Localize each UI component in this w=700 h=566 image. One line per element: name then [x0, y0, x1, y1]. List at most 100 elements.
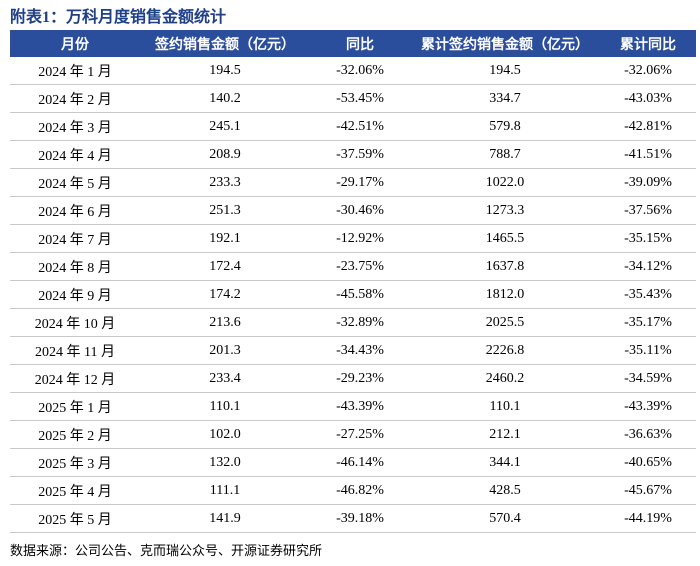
table-row: 2024 年 9 月 174.2 -45.58% 1812.0 -35.43% — [10, 280, 696, 309]
table-cell: -34.43% — [310, 336, 410, 365]
header-cell: 同比 — [310, 30, 410, 57]
table-cell: -12.92% — [310, 224, 410, 253]
table-cell: 428.5 — [410, 476, 600, 505]
table-cell: 111.1 — [140, 476, 310, 505]
table-cell: 1637.8 — [410, 252, 600, 281]
table-cell: 2024 年 1 月 — [10, 57, 140, 85]
table-row: 2024 年 12 月 233.4 -29.23% 2460.2 -34.59% — [10, 364, 696, 393]
table-cell: 344.1 — [410, 448, 600, 477]
header-row: 月份 签约销售金额（亿元） 同比 累计签约销售金额（亿元） 累计同比 — [10, 30, 696, 57]
table-cell: 141.9 — [140, 504, 310, 533]
table-cell: 1022.0 — [410, 168, 600, 197]
table-cell: 245.1 — [140, 112, 310, 141]
table-cell: 174.2 — [140, 280, 310, 309]
table-cell: -34.12% — [600, 252, 696, 281]
table-cell: 2024 年 9 月 — [10, 280, 140, 309]
table-cell: -35.15% — [600, 224, 696, 253]
table-cell: 140.2 — [140, 84, 310, 113]
table-row: 2024 年 3 月 245.1 -42.51% 579.8 -42.81% — [10, 112, 696, 141]
table-cell: 213.6 — [140, 308, 310, 337]
table-cell: -36.63% — [600, 420, 696, 449]
table-cell: 2024 年 2 月 — [10, 84, 140, 113]
table-cell: 2024 年 3 月 — [10, 112, 140, 141]
table-row: 2024 年 6 月 251.3 -30.46% 1273.3 -37.56% — [10, 196, 696, 225]
table-title: 附表1：万科月度销售金额统计 — [10, 9, 227, 26]
table-cell: -53.45% — [310, 84, 410, 113]
table-cell: -35.43% — [600, 280, 696, 309]
table-cell: -35.17% — [600, 308, 696, 337]
header-cell: 累计签约销售金额（亿元） — [410, 30, 600, 57]
table-row: 2024 年 2 月 140.2 -53.45% 334.7 -43.03% — [10, 84, 696, 113]
table-cell: -39.09% — [600, 168, 696, 197]
table-row: 2024 年 11 月 201.3 -34.43% 2226.8 -35.11% — [10, 336, 696, 365]
table-cell: 579.8 — [410, 112, 600, 141]
header-cell: 签约销售金额（亿元） — [140, 30, 310, 57]
table-cell: 201.3 — [140, 336, 310, 365]
table-body: 2024 年 1 月 194.5 -32.06% 194.5 -32.06% 2024 年… — [10, 57, 696, 533]
table-cell: 212.1 — [410, 420, 600, 449]
table-row: 2024 年 5 月 233.3 -29.17% 1022.0 -39.09% — [10, 168, 696, 197]
table-cell: -34.59% — [600, 364, 696, 393]
table-cell: 1465.5 — [410, 224, 600, 253]
table-cell: 2226.8 — [410, 336, 600, 365]
table-cell: 194.5 — [410, 57, 600, 85]
table-row: 2024 年 1 月 194.5 -32.06% 194.5 -32.06% — [10, 57, 696, 85]
table-cell: -42.81% — [600, 112, 696, 141]
table-cell: -37.59% — [310, 140, 410, 169]
table-cell: -32.06% — [310, 57, 410, 85]
table-cell: 251.3 — [140, 196, 310, 225]
table-cell: 233.3 — [140, 168, 310, 197]
table-row: 2024 年 7 月 192.1 -12.92% 1465.5 -35.15% — [10, 224, 696, 253]
table-cell: 192.1 — [140, 224, 310, 253]
table-cell: -45.67% — [600, 476, 696, 505]
table-cell: 1273.3 — [410, 196, 600, 225]
table-cell: -46.14% — [310, 448, 410, 477]
table-cell: -32.89% — [310, 308, 410, 337]
table-cell: -35.11% — [600, 336, 696, 365]
table-cell: 102.0 — [140, 420, 310, 449]
data-table: 月份 签约销售金额（亿元） 同比 累计签约销售金额（亿元） 累计同比 2024 年 1 … — [10, 30, 696, 533]
table-cell: -46.82% — [310, 476, 410, 505]
table-row: 2025 年 1 月 110.1 -43.39% 110.1 -43.39% — [10, 392, 696, 421]
table-cell: 172.4 — [140, 252, 310, 281]
table-row: 2025 年 4 月 111.1 -46.82% 428.5 -45.67% — [10, 476, 696, 505]
table-row: 2025 年 2 月 102.0 -27.25% 212.1 -36.63% — [10, 420, 696, 449]
table-cell: 2025 年 5 月 — [10, 504, 140, 533]
header-cell: 累计同比 — [600, 30, 696, 57]
table-row: 2024 年 10 月 213.6 -32.89% 2025.5 -35.17% — [10, 308, 696, 337]
table-cell: -23.75% — [310, 252, 410, 281]
table-cell: 233.4 — [140, 364, 310, 393]
table-cell: 194.5 — [140, 57, 310, 85]
table-cell: -29.17% — [310, 168, 410, 197]
table-cell: -39.18% — [310, 504, 410, 533]
table-cell: 2025 年 3 月 — [10, 448, 140, 477]
table-row: 2024 年 8 月 172.4 -23.75% 1637.8 -34.12% — [10, 252, 696, 281]
table-row: 2025 年 3 月 132.0 -46.14% 344.1 -40.65% — [10, 448, 696, 477]
table-cell: 2025.5 — [410, 308, 600, 337]
table-cell: 2025 年 1 月 — [10, 392, 140, 421]
table-cell: -29.23% — [310, 364, 410, 393]
table-cell: 2024 年 6 月 — [10, 196, 140, 225]
table-cell: -37.56% — [600, 196, 696, 225]
table-cell: 570.4 — [410, 504, 600, 533]
table-cell: 2024 年 11 月 — [10, 336, 140, 365]
table-cell: -40.65% — [600, 448, 696, 477]
table-cell: 132.0 — [140, 448, 310, 477]
table-cell: 2024 年 8 月 — [10, 252, 140, 281]
table-cell: -43.39% — [310, 392, 410, 421]
table-cell: -32.06% — [600, 57, 696, 85]
table-cell: -41.51% — [600, 140, 696, 169]
table-cell: -27.25% — [310, 420, 410, 449]
table-cell: -30.46% — [310, 196, 410, 225]
table-cell: 2025 年 4 月 — [10, 476, 140, 505]
table-cell: 2460.2 — [410, 364, 600, 393]
source-note: 数据来源：公司公告、克而瑞公众号、开源证券研究所 — [10, 543, 323, 558]
table-cell: 2024 年 10 月 — [10, 308, 140, 337]
table-cell: 110.1 — [410, 392, 600, 421]
table-cell: -45.58% — [310, 280, 410, 309]
table-row: 2025 年 5 月 141.9 -39.18% 570.4 -44.19% — [10, 504, 696, 533]
table-cell: -43.39% — [600, 392, 696, 421]
table-row: 2024 年 4 月 208.9 -37.59% 788.7 -41.51% — [10, 140, 696, 169]
table-cell: 2025 年 2 月 — [10, 420, 140, 449]
table-cell: 208.9 — [140, 140, 310, 169]
